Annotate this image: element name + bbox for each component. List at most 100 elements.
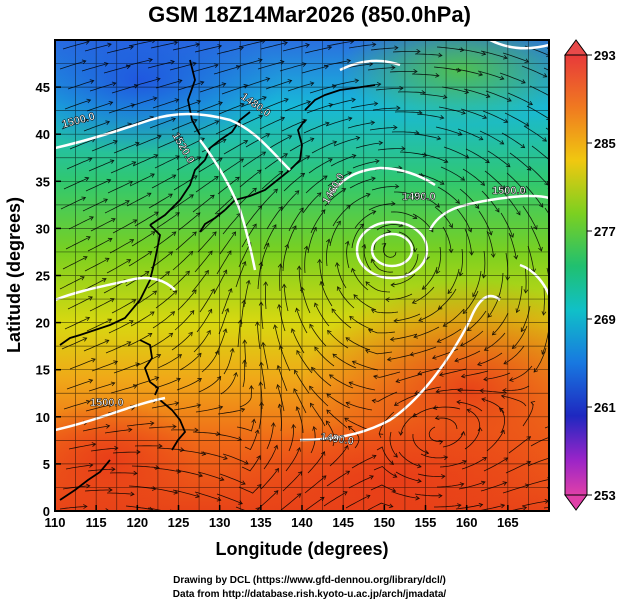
streamline-arrow xyxy=(170,311,176,316)
streamline xyxy=(365,349,393,355)
streamline-arrow xyxy=(443,455,449,461)
streamline xyxy=(260,243,269,270)
streamline xyxy=(135,354,161,367)
streamline xyxy=(350,103,378,109)
streamline xyxy=(467,409,481,432)
streamline xyxy=(458,481,486,490)
streamline xyxy=(529,85,549,97)
streamline xyxy=(499,407,505,434)
streamline xyxy=(394,313,421,322)
streamline-arrow xyxy=(193,118,198,124)
streamline xyxy=(191,270,209,293)
streamline xyxy=(461,370,489,377)
streamline-arrow xyxy=(192,289,197,294)
streamline-arrow xyxy=(327,329,332,335)
streamline-arrow xyxy=(236,520,240,524)
streamline-arrow xyxy=(126,64,131,70)
streamline-arrow xyxy=(197,377,202,383)
streamline-arrow xyxy=(287,79,293,84)
streamline xyxy=(108,104,135,114)
streamline-arrow xyxy=(305,43,310,48)
streamline xyxy=(155,290,178,309)
y-tick-labels: 0 5 10 15 20 25 30 35 40 45 xyxy=(36,80,50,519)
y-tick-label: 25 xyxy=(36,269,50,284)
streamline-arrow xyxy=(491,330,497,336)
streamline-arrow xyxy=(480,181,486,186)
streamline-arrow xyxy=(345,401,351,407)
streamline-arrow xyxy=(539,203,544,208)
colorbar-top-arrow xyxy=(564,39,588,56)
axis-ticks xyxy=(54,86,509,512)
streamline-arrow xyxy=(448,223,453,229)
streamline xyxy=(263,445,278,470)
streamline-arrow xyxy=(326,409,331,414)
streamline-arrow xyxy=(437,305,443,310)
streamline xyxy=(62,256,88,270)
streamline-arrow xyxy=(438,52,443,58)
streamline xyxy=(413,326,440,338)
streamline-arrow xyxy=(222,269,228,275)
streamline-arrow xyxy=(214,176,219,181)
streamline-arrow xyxy=(265,77,271,82)
streamline-arrow xyxy=(198,472,204,478)
streamline-arrow xyxy=(479,388,484,394)
streamline xyxy=(281,119,307,132)
streamline-arrow xyxy=(241,260,247,266)
streamline-arrow xyxy=(413,334,418,339)
streamline-arrow xyxy=(189,194,194,199)
streamline-arrow xyxy=(332,140,338,145)
streamline xyxy=(433,406,461,410)
streamline xyxy=(64,99,91,110)
streamline xyxy=(347,122,375,129)
streamline xyxy=(239,385,252,408)
streamline-arrow xyxy=(111,81,117,87)
streamline-arrow xyxy=(105,120,111,125)
contour-label: 1500.0 xyxy=(492,185,526,197)
streamline xyxy=(550,248,558,274)
streamline-arrow xyxy=(280,116,286,122)
streamline-arrow xyxy=(281,283,287,288)
streamline-arrow xyxy=(106,178,112,184)
streamline xyxy=(106,46,134,54)
streamline-arrow xyxy=(415,495,420,501)
streamline-arrow xyxy=(487,313,493,318)
streamline xyxy=(501,132,525,149)
streamline xyxy=(416,113,444,119)
streamline xyxy=(219,231,236,255)
y-tick-label: 40 xyxy=(36,127,50,142)
streamline xyxy=(191,64,219,73)
streamline-arrow xyxy=(273,188,278,194)
y-tick-label: 0 xyxy=(43,504,50,519)
streamline xyxy=(110,385,138,394)
streamline xyxy=(84,489,112,492)
streamline-arrow xyxy=(239,158,245,163)
streamline xyxy=(280,190,300,212)
streamline xyxy=(245,133,270,148)
streamline xyxy=(456,208,472,233)
streamline xyxy=(436,46,464,51)
streamline-arrow xyxy=(210,288,215,294)
y-tick-label: 20 xyxy=(36,316,50,331)
streamline-arrow xyxy=(276,364,282,370)
streamline xyxy=(111,84,139,94)
streamline-arrow xyxy=(126,259,132,264)
y-tick-label: 45 xyxy=(36,80,50,95)
streamline-arrow xyxy=(369,475,374,480)
streamline-arrow xyxy=(108,487,113,493)
streamline xyxy=(311,141,337,154)
streamline xyxy=(81,63,109,72)
streamline-arrow xyxy=(431,355,437,360)
colorbar-tick-label: 269 xyxy=(594,312,616,327)
streamline xyxy=(363,244,372,271)
streamline xyxy=(326,239,330,267)
streamline-arrow xyxy=(342,491,348,496)
streamline-arrow xyxy=(171,174,177,179)
streamline-arrow xyxy=(466,408,472,413)
streamline xyxy=(394,393,420,406)
streamline-arrow xyxy=(231,231,237,237)
streamline xyxy=(526,105,549,120)
streamline xyxy=(412,286,435,304)
streamline-arrow xyxy=(283,153,288,158)
streamline xyxy=(149,118,176,129)
streamline-arrow xyxy=(296,493,302,498)
